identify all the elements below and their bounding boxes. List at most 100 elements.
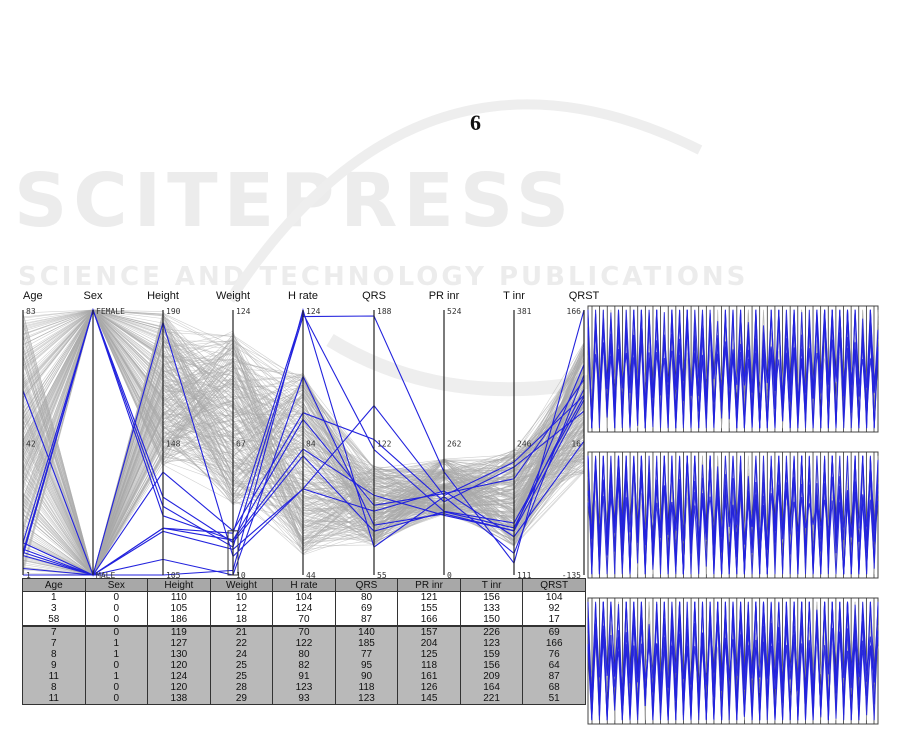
table-cell: 123	[459, 638, 524, 649]
table-cell: 123	[272, 682, 336, 693]
table-cell: 140	[334, 626, 399, 638]
table-header-2: Height	[147, 578, 211, 592]
table-cell: 118	[397, 660, 461, 671]
table-cell: 92	[522, 603, 586, 614]
axis-title-8: QRST	[569, 290, 600, 302]
table-cell: 1	[84, 671, 149, 682]
table-cell: 130	[147, 649, 211, 660]
axis-max-7: 381	[517, 307, 532, 316]
table-cell: 110	[147, 591, 211, 603]
table-cell: 11	[22, 671, 86, 682]
table-row: 3 0 105 12 124 69 155 133 92	[22, 603, 586, 614]
table-row: 8 1 130 24 80 77 125 159 76	[22, 649, 586, 660]
parallel-coordinates-plot: Age 83 42 1 Sex FEMALE MALE Height 190 148 105 Weig…	[22, 290, 600, 580]
axis-min-8: -135	[562, 571, 581, 580]
table-cell: 12	[209, 603, 274, 614]
table-cell: 76	[522, 649, 586, 660]
signal-panels	[587, 305, 879, 725]
table-cell: 204	[397, 638, 461, 649]
table-cell: 122	[272, 638, 336, 649]
axis-title-4: H rate	[288, 290, 318, 302]
selected-records-table: Age Sex Height Weight H rate QRS PR inr T inr QR…	[22, 578, 586, 705]
table-body: 1 0 110 10 104 80 121 156 104 3 0 105 12 124 69 155 133 9…	[22, 591, 586, 705]
axis-title-3: Weight	[216, 290, 250, 302]
axis-title-6: PR inr	[429, 290, 460, 302]
table-cell: 226	[459, 626, 524, 638]
table-cell: 0	[84, 693, 149, 705]
table-cell: 125	[397, 649, 461, 660]
table-cell: 7	[22, 638, 86, 649]
table-cell: 186	[147, 614, 211, 627]
axis-max-2: 190	[166, 307, 181, 316]
table-row: 58 0 186 18 70 87 166 150 17	[22, 614, 586, 627]
table-cell: 0	[84, 603, 149, 614]
table-cell: 166	[397, 614, 461, 627]
table-cell: 124	[147, 671, 211, 682]
table-header-5: QRS	[334, 578, 399, 592]
table-cell: 127	[147, 638, 211, 649]
page-number: 6	[470, 110, 481, 135]
axis-max-6: 524	[447, 307, 462, 316]
table-cell: 120	[147, 660, 211, 671]
table-header-1: Sex	[84, 578, 149, 592]
table-cell: 90	[334, 671, 399, 682]
table-cell: 124	[272, 603, 336, 614]
table-cell: 209	[459, 671, 524, 682]
table-row: 11 1 124 25 91 90 161 209 87	[22, 671, 586, 682]
axis-min-2: 105	[166, 571, 181, 580]
table-cell: 77	[334, 649, 399, 660]
table-cell: 0	[84, 591, 149, 603]
signal-trace	[587, 455, 879, 575]
table-cell: 159	[459, 649, 524, 660]
table-header-0: Age	[22, 578, 86, 592]
axis-title-7: T inr	[503, 290, 525, 302]
table-cell: 11	[22, 693, 86, 705]
table-row: 9 0 120 25 82 95 118 156 64	[22, 660, 586, 671]
table-cell: 0	[84, 660, 149, 671]
table-cell: 0	[84, 682, 149, 693]
watermark-arc	[225, 99, 703, 303]
table-cell: 69	[522, 626, 586, 638]
watermark-subtitle: SCIENCE AND TECHNOLOGY PUBLICATIONS	[18, 262, 749, 292]
table-cell: 58	[22, 614, 86, 627]
table-cell: 93	[272, 693, 336, 705]
table-cell: 138	[147, 693, 211, 705]
table-cell: 25	[209, 671, 274, 682]
table-cell: 119	[147, 626, 211, 638]
table-cell: 0	[84, 614, 149, 627]
table-cell: 80	[334, 591, 399, 603]
table-cell: 8	[22, 682, 86, 693]
table-cell: 166	[522, 638, 586, 649]
axis-max-3: 124	[236, 307, 251, 316]
table-cell: 7	[22, 626, 86, 638]
table-row: 8 0 120 28 123 118 126 164 68	[22, 682, 586, 693]
axis-mid-6: 262	[447, 440, 462, 449]
table-header-row: Age Sex Height Weight H rate QRS PR inr T inr QR…	[22, 578, 586, 592]
table-cell: 1	[22, 591, 86, 603]
table-cell: 221	[459, 693, 524, 705]
weight-brush[interactable]	[227, 530, 239, 576]
table-cell: 24	[209, 649, 274, 660]
table-cell: 22	[209, 638, 274, 649]
table-cell: 164	[459, 682, 524, 693]
table-cell: 1	[84, 638, 149, 649]
axis-max-5: 188	[377, 307, 392, 316]
table-cell: 156	[459, 660, 524, 671]
table-cell: 157	[397, 626, 461, 638]
axis-mid-2: 148	[166, 440, 181, 449]
table-cell: 185	[334, 638, 399, 649]
table-row: 7 0 119 21 70 140 157 226 69	[22, 626, 586, 638]
axis-min-7: 111	[517, 571, 532, 580]
table-cell: 64	[522, 660, 586, 671]
table-cell: 9	[22, 660, 86, 671]
axis-max-4: 124	[306, 307, 321, 316]
table-cell: 104	[272, 591, 336, 603]
signal-panel-2	[587, 451, 879, 579]
table-cell: 145	[397, 693, 461, 705]
table-cell: 105	[147, 603, 211, 614]
table-cell: 126	[397, 682, 461, 693]
axis-min-6: 0	[447, 571, 452, 580]
table-cell: 10	[209, 591, 274, 603]
table-cell: 104	[522, 591, 586, 603]
table-cell: 25	[209, 660, 274, 671]
